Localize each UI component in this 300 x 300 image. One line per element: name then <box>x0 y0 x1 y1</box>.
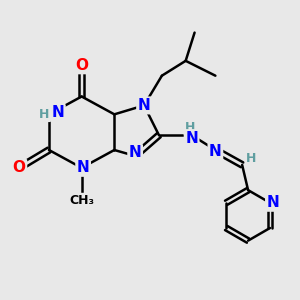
Text: N: N <box>267 195 279 210</box>
Text: N: N <box>77 160 89 175</box>
Text: CH₃: CH₃ <box>69 194 94 207</box>
Text: N: N <box>209 144 222 159</box>
Text: O: O <box>75 58 88 73</box>
Text: H: H <box>185 121 195 134</box>
Text: H: H <box>39 108 50 121</box>
Text: N: N <box>138 98 150 113</box>
Text: O: O <box>13 160 26 175</box>
Text: H: H <box>246 152 256 165</box>
Text: N: N <box>129 146 142 160</box>
Text: N: N <box>52 105 64 120</box>
Text: N: N <box>185 130 198 146</box>
